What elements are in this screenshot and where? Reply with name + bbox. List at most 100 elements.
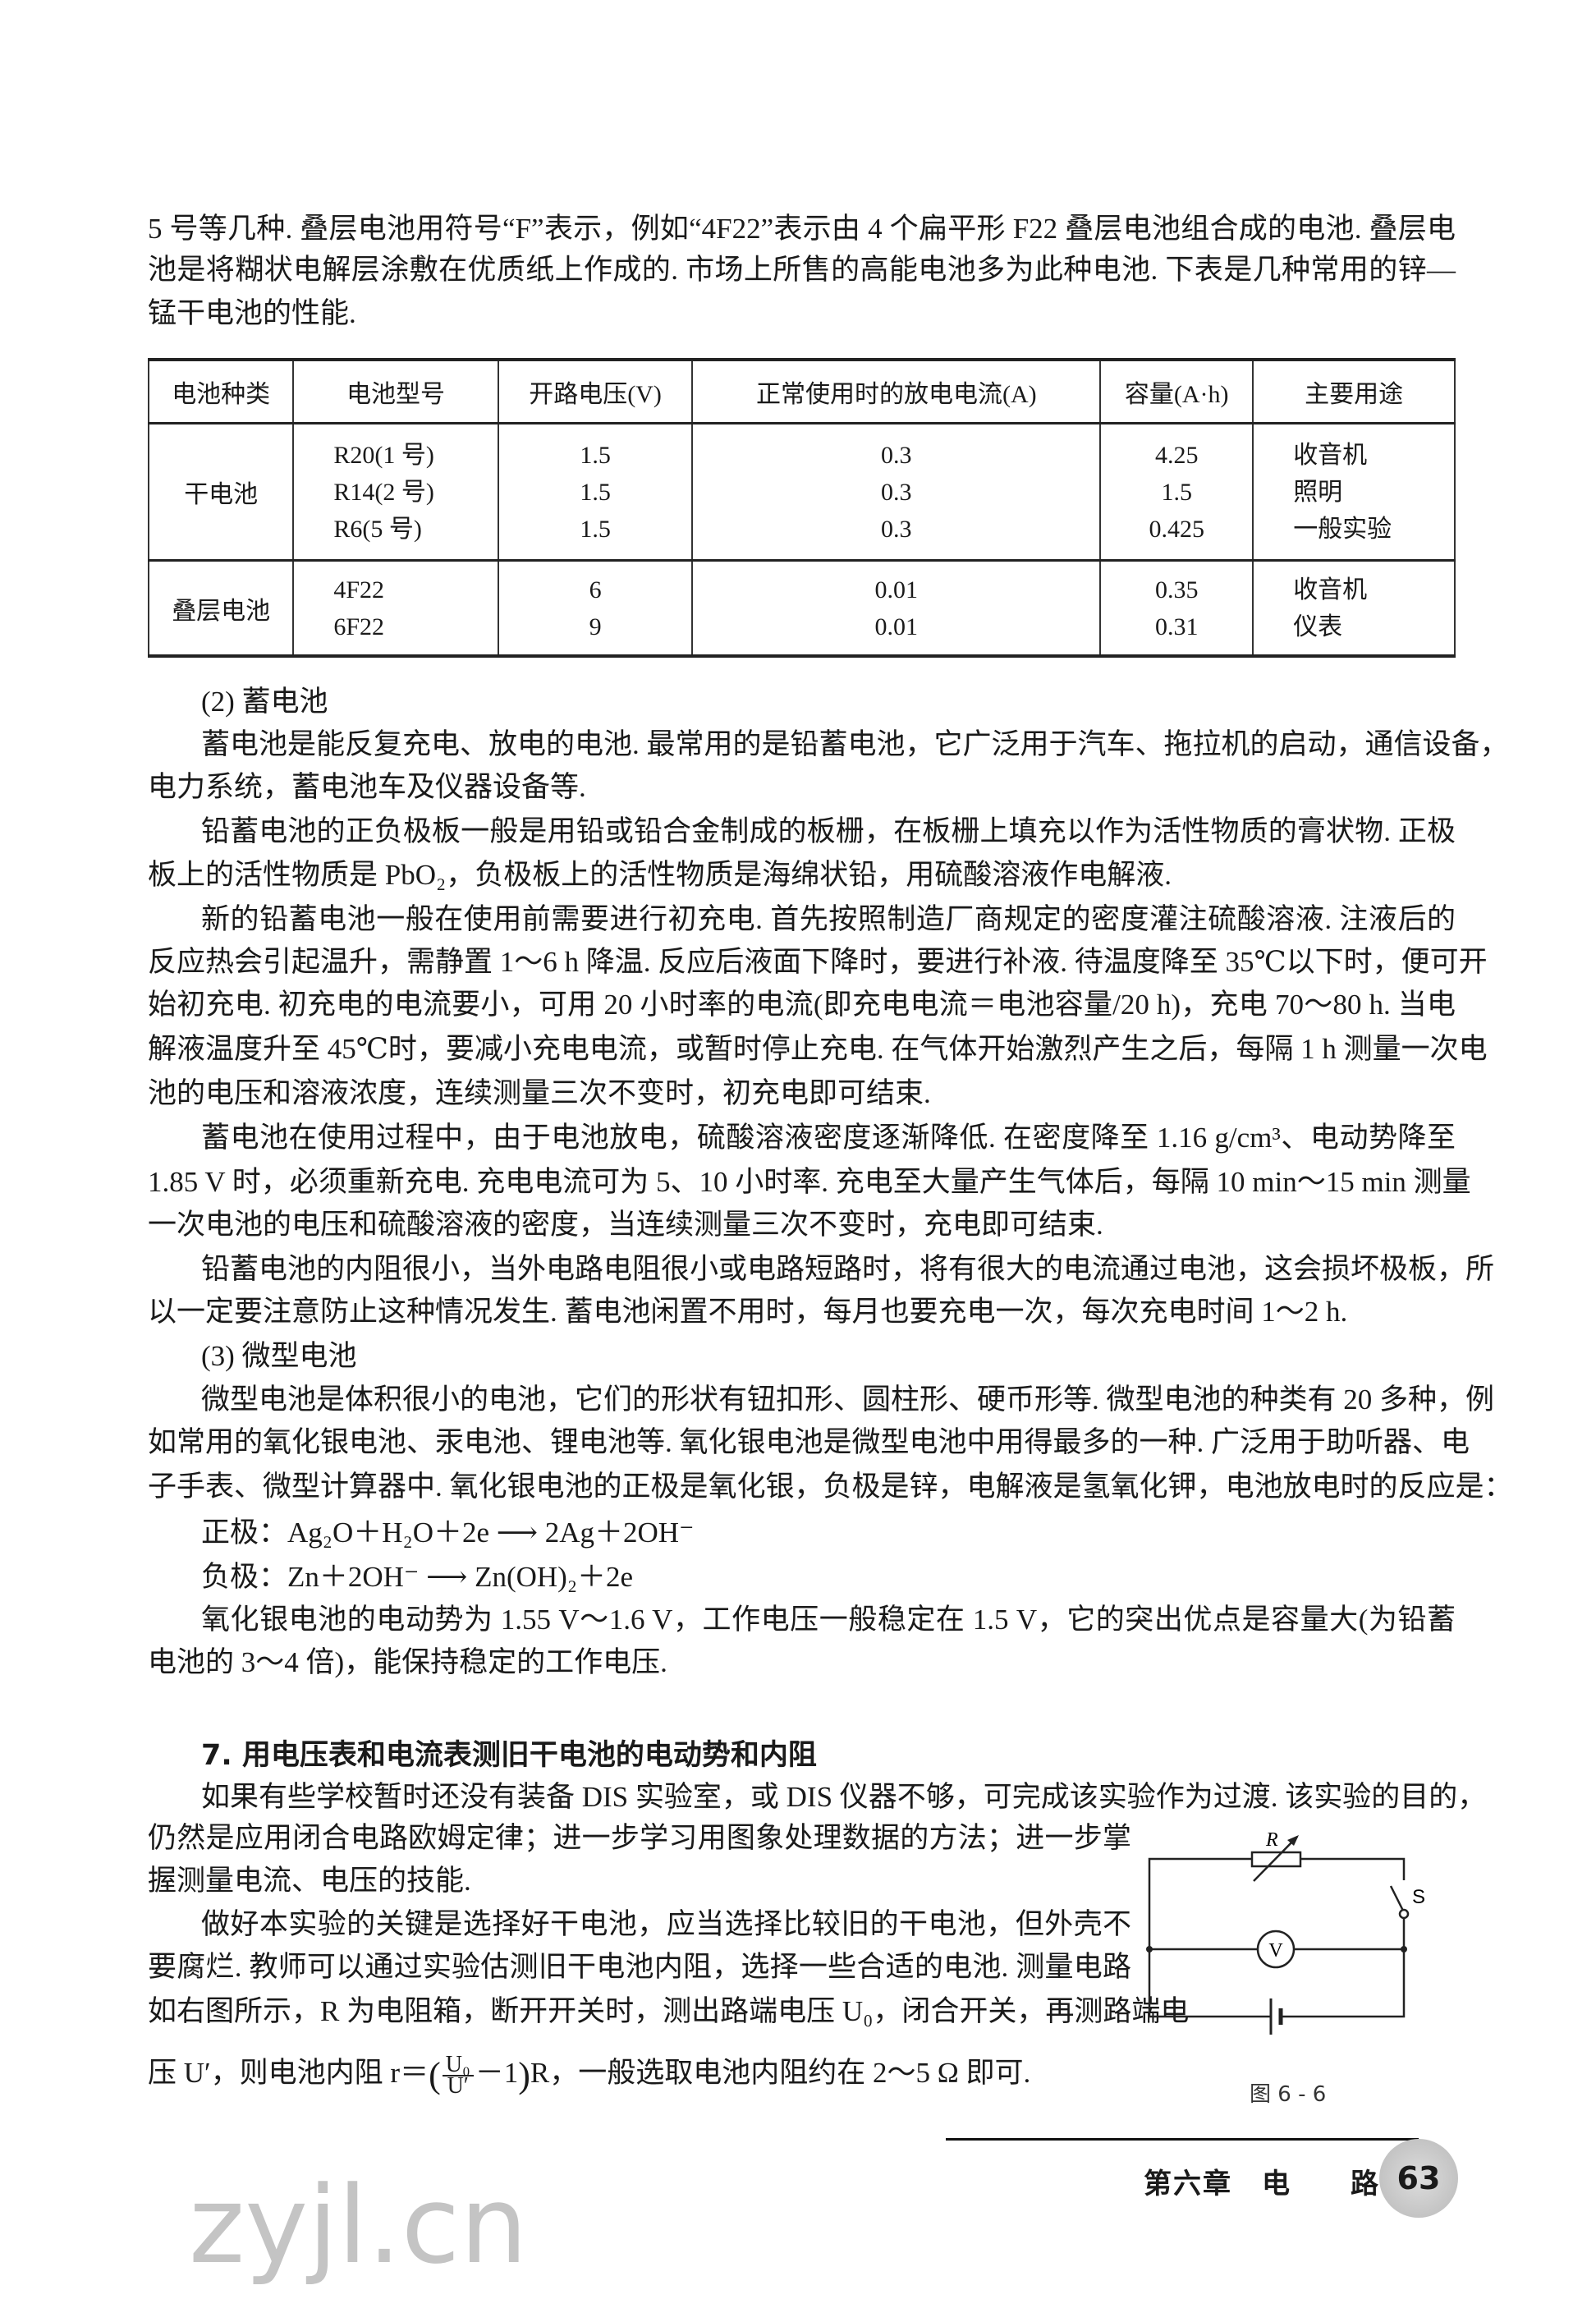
text-line: (2) 蓄电池 [201,686,328,718]
table-cell: 1.5 1.5 1.5 [497,422,694,562]
table-header-row: 电池种类 电池型号 开路电压(V) 正常使用时的放电电流(A) 容量(A·h) 主要用途 [147,359,1456,424]
variable-arrow [1253,1836,1298,1882]
column-header: 正常使用时的放电电流(A) [691,359,1102,424]
cell-value: R6(5 号) [333,515,422,543]
text-line: 微型电池是体积很小的电池，它们的形状有钮扣形、圆柱形、硬币形等. 微型电池的种类… [201,1383,1495,1416]
text-line: 铅蓄电池的正负极板一般是用铅或铅合金制成的板栅，在板栅上填充以作为活性物质的膏状… [201,815,1456,848]
watermark: zyjl.cn [189,2163,528,2288]
table-cell: 收音机 仪表 [1252,559,1456,657]
formula-text: －1 [475,2057,519,2089]
text-line: 始初充电. 初充电的电流要小，可用 20 小时率的电流(即充电电流＝电池容量/2… [148,989,1456,1021]
text-line: 新的铅蓄电池一般在使用前需要进行初充电. 首先按照制造厂商规定的密度灌注硫酸溶液… [201,902,1456,935]
text-line: 板上的活性物质是 PbO₂，负极板上的活性物质是海绵状铅，用硫酸溶液作电解液. [148,858,1172,891]
cell-value: R14(2 号) [333,478,434,506]
cell-value: 1.5 [580,441,611,469]
cell-value: 0.35 [1154,576,1199,603]
circuit-diagram: R S V [1146,1829,1425,2035]
cell-value: 0.3 [881,515,912,543]
cell-value: 0.425 [1149,515,1204,543]
battery-type: 叠层电池 [147,559,295,657]
wire [1282,1918,1406,2018]
text-line: 池的电压和溶液浓度，连续测量三次不变时，初充电即可结束. [148,1077,931,1109]
table-row-group: 干电池 R20(1 号) R14(2 号) R6(5 号) 1.5 1.5 1.5 0.3 0.… [147,422,1456,562]
section-heading: 7. 用电压表和电流表测旧干电池的电动势和内阻 [201,1739,817,1773]
text-line: 一次电池的电压和硫酸溶液的密度，当连续测量三次不变时，充电即可结束. [148,1209,1103,1241]
table-cell: 0.35 0.31 [1099,559,1254,657]
cell-value: 0.3 [881,441,912,469]
cell-value: 0.01 [874,613,919,640]
text-line: 电池的 3～4 倍)，能保持稳定的工作电压. [148,1646,667,1678]
text-line: 锰干电池的性能. [148,296,356,329]
table-cell: 0.3 0.3 0.3 [691,422,1102,562]
text-line: 铅蓄电池的内阻很小，当外电路电阻很小或电路短路时，将有很大的电流通过电池，这会损… [201,1253,1495,1286]
denominator: U′ [447,2072,469,2099]
text-line: (3) 微型电池 [201,1340,357,1373]
column-header: 主要用途 [1252,359,1456,424]
cell-value: 9 [589,613,602,640]
cell-value: 收音机 [1293,441,1368,469]
close-paren: ) [518,2054,530,2095]
text-line: 要腐烂. 教师可以通过实验估测旧干电池内阻，选择一些合适的电池. 测量电路 [148,1950,1131,1983]
table-cell: 收音机 照明 一般实验 [1252,422,1456,562]
cell-value: 仪表 [1293,613,1343,640]
text-line: 仍然是应用闭合电路欧姆定律；进一步学习用图象处理数据的方法；进一步掌 [148,1822,1131,1855]
cell-value: 1.5 [1161,478,1192,506]
cell-value: 6 [589,576,602,603]
formula-text: 压 U′，则电池内阻 r＝ [148,2057,429,2089]
cell-value: 0.01 [874,576,919,603]
text-line: 5 号等几种. 叠层电池用符号“F”表示，例如“4F22”表示由 4 个扁平形 … [148,213,1456,245]
page-number: 63 [1379,2139,1458,2218]
cell-value: 4F22 [333,576,385,603]
column-header: 电池型号 [292,359,499,424]
cell-value: 收音机 [1293,576,1368,603]
text-line: 负极：Zn＋2OH⁻ ⟶ Zn(OH)₂＋2e [201,1560,634,1593]
junction-dot [1401,1946,1407,1953]
text-line: 做好本实验的关键是选择好干电池，应当选择比较旧的干电池，但外壳不 [201,1907,1131,1940]
switch-blade [1389,1885,1405,1911]
text-line: 蓄电池在使用过程中，由于电池放电，硫酸溶液密度逐渐降低. 在密度降至 1.16 … [201,1122,1456,1154]
text-line: 如果有些学校暂时还没有装备 DIS 实验室，或 DIS 仪器不够，可完成该实验作… [201,1780,1487,1813]
table-cell: 0.01 0.01 [691,559,1102,657]
table-row-group: 叠层电池 4F22 6F22 6 9 0.01 0.01 0.35 0.31 收音机 仪表 [147,559,1456,657]
column-header: 电池种类 [147,359,295,424]
text-line: 如常用的氧化银电池、汞电池、锂电池等. 氧化银电池是微型电池中用得最多的一种. … [148,1425,1470,1458]
column-header: 容量(A·h) [1099,359,1254,424]
fraction: U₀ U′ [442,2053,474,2099]
wire [1300,1857,1406,1880]
battery-table: 电池种类 电池型号 开路电压(V) 正常使用时的放电电流(A) 容量(A·h) 主要用途 … [147,358,1456,658]
cell-value: R20(1 号) [333,441,434,469]
text-line: 如右图所示，R 为电阻箱，断开开关时，测出路端电压 U₀，闭合开关，再测路端电 [148,1994,1190,2027]
cell-value: 4.25 [1154,441,1199,469]
wire [1148,1857,1270,2018]
table-cell: R20(1 号) R14(2 号) R6(5 号) [292,422,499,562]
text-line: 蓄电池是能反复充电、放电的电池. 最常用的是铅蓄电池，它广泛用于汽车、拖拉机的启… [201,728,1509,761]
formula-line: 压 U′，则电池内阻 r＝(U₀ U′ －1)R，一般选取电池内阻约在 2～5 Ω … [148,2052,1031,2099]
switch-contact [1398,1908,1410,1920]
junction-dot [1146,1946,1153,1953]
resistor-label: R [1265,1829,1278,1851]
battery-type: 干电池 [147,422,295,562]
numerator: U₀ [442,2053,474,2076]
cell-value: 1.5 [580,515,611,543]
figure-caption: 图 6 - 6 [1250,2082,1327,2107]
text-line: 正极：Ag₂O＋H₂O＋2e ⟶ 2Ag＋2OH⁻ [201,1516,695,1549]
formula-text: R，一般选取电池内阻约在 2～5 Ω 即可. [530,2057,1031,2089]
open-paren: ( [429,2054,441,2095]
text-line: 池是将糊状电解层涂敷在优质纸上作成的. 市场上所售的高能电池多为此种电池. 下表… [148,254,1456,287]
text-line: 反应热会引起温升，需静置 1～6 h 降温. 反应后液面下降时，要进行补液. 待… [148,945,1488,978]
text-line: 以一定要注意防止这种情况发生. 蓄电池闲置不用时，每月也要充电一次，每次充电时间… [148,1296,1348,1328]
column-header: 开路电压(V) [497,359,694,424]
text-line: 1.85 V 时，必须重新充电. 充电电流可为 5、10 小时率. 充电至大量产… [148,1166,1471,1198]
cell-value: 0.31 [1154,613,1199,640]
text-line: 电力系统，蓄电池车及仪器设备等. [148,771,586,804]
voltmeter-label: V [1268,1940,1283,1962]
text-line: 解液温度升至 45℃时，要减小充电电流，或暂时停止充电. 在气体开始激烈产生之后… [148,1033,1488,1065]
text-line: 子手表、微型计算器中. 氧化银电池的正极是氧化银，负极是锌，电解液是氢氧化钾，电… [148,1470,1513,1503]
switch-label: S [1412,1886,1425,1908]
cell-value: 一般实验 [1293,515,1392,543]
cell-value: 照明 [1293,478,1343,506]
table-cell: 4.25 1.5 0.425 [1099,422,1254,562]
text-line: 握测量电流、电压的技能. [148,1865,471,1897]
chapter-title: 第六章 电 路 [1144,2168,1380,2200]
